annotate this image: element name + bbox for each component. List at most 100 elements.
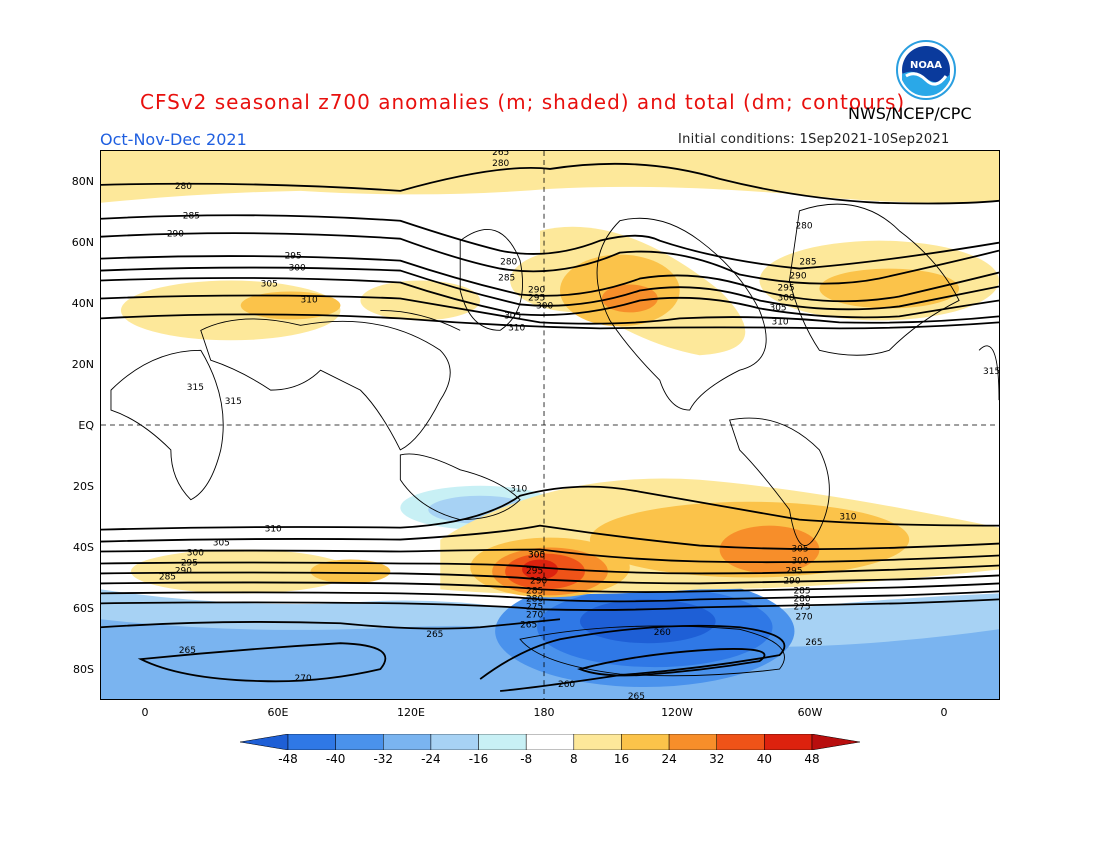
contour-label: 265 [520, 620, 537, 630]
contour-label: 280 [793, 594, 810, 604]
contour-label: 315 [983, 367, 1000, 377]
contour-label: 280 [526, 594, 543, 604]
contour-label: 295 [526, 566, 543, 576]
colorbar-label: 8 [569, 752, 578, 766]
colorbar-cell [240, 734, 289, 750]
contour-label: 305 [261, 280, 278, 290]
contour-label: 270 [795, 612, 812, 622]
contour-label: 265 [805, 638, 822, 648]
colorbar-cell [621, 734, 670, 750]
contour-label: 285 [498, 274, 515, 284]
contour-label: 310 [772, 317, 789, 327]
lat-label: 20S [73, 480, 94, 493]
contour-label: 280 [500, 258, 517, 268]
colorbar-label: 40 [756, 752, 772, 766]
contour-label: 275 [526, 602, 543, 612]
contour-label: 310 [508, 323, 525, 333]
colorbar-cell [383, 734, 432, 750]
colorbar-cell [668, 734, 717, 750]
coastlines [110, 203, 999, 677]
lat-label: 80N [71, 175, 94, 188]
contour-label: 285 [793, 586, 810, 596]
colorbar-cell [811, 734, 860, 750]
contour-label: 290 [783, 576, 800, 586]
contour-label: 290 [528, 285, 545, 295]
colorbar-cell [287, 734, 336, 750]
initial-conditions: Initial conditions: 1Sep2021-10Sep2021 [678, 132, 950, 147]
contour-label: 295 [777, 283, 794, 293]
contour-label: 290 [167, 230, 184, 240]
height-contours [101, 162, 999, 692]
contour-label: 265 [179, 646, 196, 656]
contour-label: 315 [225, 397, 242, 407]
colorbar-cell [716, 734, 765, 750]
contour-label: 305 [213, 539, 230, 549]
colorbar-cell [573, 734, 622, 750]
contour-label: 270 [526, 610, 543, 620]
contour-label: 280 [492, 159, 509, 169]
colorbar-label: -24 [421, 752, 441, 766]
contour-label: 280 [175, 182, 192, 192]
colorbar-label: -32 [373, 752, 394, 766]
contour-label: 315 [187, 383, 204, 393]
colorbar-label: 32 [709, 752, 725, 766]
contour-label: 300 [528, 551, 545, 561]
agency-label: NWS/NCEP/CPC [848, 104, 972, 123]
colorbar-cell [430, 734, 479, 750]
contour-label: 265 [426, 630, 443, 640]
contour-label: 290 [530, 576, 547, 586]
contour-label: 295 [785, 566, 802, 576]
contour-label: 305 [504, 311, 521, 321]
contour-label: 305 [770, 303, 787, 313]
lat-label: 40S [73, 541, 94, 554]
colorbar-cell [525, 734, 575, 750]
contour-label: 290 [789, 272, 806, 282]
contour-label: 285 [526, 586, 543, 596]
contour-label: 260 [654, 628, 671, 638]
forecast-period: Oct-Nov-Dec 2021 [100, 130, 247, 149]
contour-label: 290 [175, 566, 192, 576]
lat-label: 20N [71, 358, 94, 371]
chart-title: CFSv2 seasonal z700 anomalies (m; shaded… [140, 90, 906, 114]
contour-label: 310 [510, 485, 527, 495]
colorbar-label: 24 [661, 752, 677, 766]
contour-label: 310 [839, 513, 856, 523]
colorbar-label: 16 [613, 752, 630, 766]
contour-label: 285 [183, 212, 200, 222]
contour-label: 265 [492, 150, 509, 158]
colorbar-cell [335, 734, 384, 750]
colorbar [240, 734, 860, 750]
colorbar-label: -8 [520, 752, 533, 766]
contour-label: 300 [289, 264, 306, 274]
colorbar-cells [240, 734, 860, 750]
contour-label: 300 [187, 549, 204, 559]
contour-label: 295 [285, 252, 302, 262]
lat-label: 40N [71, 297, 94, 310]
lon-label: 60E [267, 706, 289, 719]
lon-label: 0 [141, 706, 149, 719]
colorbar-label: 48 [804, 752, 820, 766]
contour-label: 285 [159, 572, 176, 582]
lat-label: 60N [71, 236, 94, 249]
colorbar-cell [478, 734, 527, 750]
lon-label: 60W [797, 706, 823, 719]
noaa-logo: NOAA [896, 40, 956, 100]
contour-label: 300 [791, 556, 808, 566]
contour-label-group: 280 280 285 290 295 300 305 310 280 285 … [159, 150, 1000, 699]
contour-label: 295 [528, 293, 545, 303]
contour-label: 300 [777, 293, 794, 303]
noaa-logo-text: NOAA [910, 60, 942, 71]
contour-label: 275 [793, 602, 810, 612]
contour-label: 310 [301, 295, 318, 305]
colorbar-label: -48 [278, 752, 298, 766]
contour-label: 285 [799, 258, 816, 268]
lat-label: 80S [73, 663, 94, 676]
lon-label: 120W [661, 706, 693, 719]
colorbar-label: -40 [325, 752, 346, 766]
contour-label: 260 [558, 680, 575, 690]
contour-label: 305 [528, 551, 545, 561]
colorbar-label: -16 [468, 752, 489, 766]
contour-label: 305 [791, 545, 808, 555]
contour-label: 295 [181, 558, 198, 568]
contour-label: 300 [536, 301, 553, 311]
